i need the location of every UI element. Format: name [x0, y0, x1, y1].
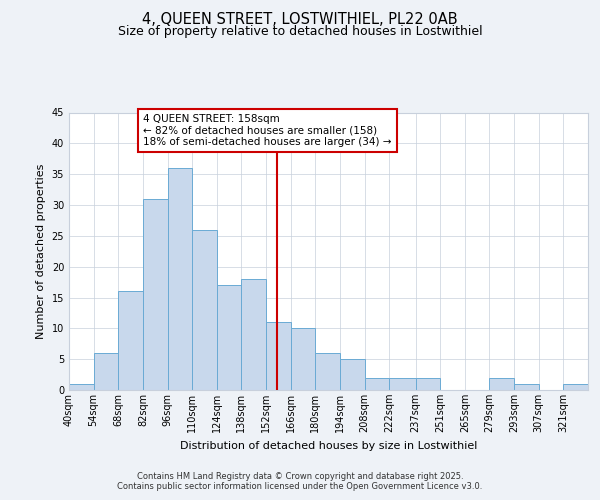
Bar	[217, 285, 241, 390]
Bar	[290, 328, 316, 390]
Bar	[192, 230, 217, 390]
Bar	[514, 384, 539, 390]
Text: 4, QUEEN STREET, LOSTWITHIEL, PL22 0AB: 4, QUEEN STREET, LOSTWITHIEL, PL22 0AB	[142, 12, 458, 28]
Text: Contains public sector information licensed under the Open Government Licence v3: Contains public sector information licen…	[118, 482, 482, 491]
Bar	[143, 199, 167, 390]
Bar	[266, 322, 290, 390]
Bar	[167, 168, 192, 390]
Bar	[490, 378, 514, 390]
Bar	[241, 279, 266, 390]
Bar	[389, 378, 416, 390]
Text: Size of property relative to detached houses in Lostwithiel: Size of property relative to detached ho…	[118, 25, 482, 38]
X-axis label: Distribution of detached houses by size in Lostwithiel: Distribution of detached houses by size …	[180, 440, 477, 450]
Bar	[365, 378, 389, 390]
Bar	[316, 353, 340, 390]
Text: Contains HM Land Registry data © Crown copyright and database right 2025.: Contains HM Land Registry data © Crown c…	[137, 472, 463, 481]
Bar	[69, 384, 94, 390]
Y-axis label: Number of detached properties: Number of detached properties	[36, 164, 46, 339]
Bar	[340, 359, 365, 390]
Bar	[416, 378, 440, 390]
Bar	[563, 384, 588, 390]
Bar	[118, 292, 143, 390]
Bar	[94, 353, 118, 390]
Text: 4 QUEEN STREET: 158sqm
← 82% of detached houses are smaller (158)
18% of semi-de: 4 QUEEN STREET: 158sqm ← 82% of detached…	[143, 114, 391, 147]
